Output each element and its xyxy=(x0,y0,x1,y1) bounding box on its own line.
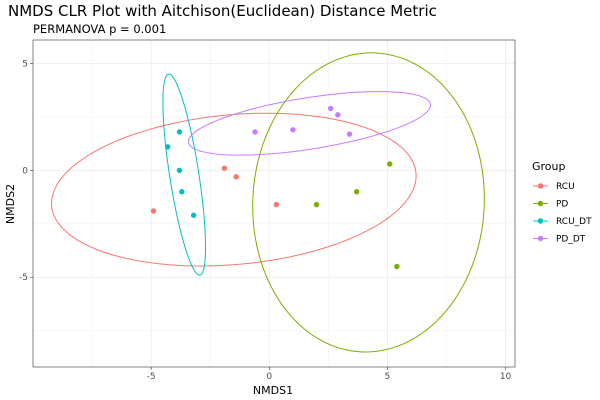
point-rcu xyxy=(233,174,239,180)
legend-title: Group xyxy=(532,160,566,173)
point-pd-dt xyxy=(328,105,334,112)
chart-title: NMDS CLR Plot with Aitchison(Euclidean) … xyxy=(8,2,437,20)
x-tick-label: -5 xyxy=(147,372,156,382)
chart-subtitle: PERMANOVA p = 0.001 xyxy=(33,22,166,36)
x-axis-ticks: -5 0 5 10 xyxy=(147,367,512,382)
point-rcu-dt xyxy=(176,167,183,174)
x-tick-label: 0 xyxy=(266,372,272,382)
point-pd xyxy=(313,201,320,208)
data-points xyxy=(150,105,400,270)
legend-label-rcu: RCU xyxy=(556,182,575,192)
plot-panel-border xyxy=(32,39,516,368)
point-rcu xyxy=(273,201,280,208)
point-pd-dt xyxy=(346,131,353,137)
x-tick-label: 10 xyxy=(500,372,512,382)
legend-label-rcu-dt: RCU_DT xyxy=(556,217,592,227)
legend-label-pd: PD xyxy=(556,200,568,210)
point-pd-dt xyxy=(335,112,341,118)
legend-key-point-pd-dt xyxy=(537,235,544,242)
ellipse-pd xyxy=(252,52,485,353)
legend: Group RCU PD RCU_DT PD_DT xyxy=(532,160,592,245)
point-pd xyxy=(353,189,360,195)
x-tick-label: 5 xyxy=(385,372,391,382)
point-rcu-dt xyxy=(176,129,183,135)
plot-panel xyxy=(32,39,516,368)
point-pd xyxy=(387,161,393,167)
point-pd-dt xyxy=(290,127,296,133)
point-rcu-dt xyxy=(179,189,185,195)
point-rcu xyxy=(150,208,157,214)
point-pd xyxy=(394,263,400,270)
legend-key-point-pd xyxy=(537,200,544,207)
legend-key-point-rcu-dt xyxy=(537,218,544,224)
point-rcu xyxy=(221,165,228,171)
ellipse-rcu xyxy=(51,112,417,267)
point-rcu-dt xyxy=(190,212,197,218)
x-axis-title: NMDS1 xyxy=(253,384,293,397)
confidence-ellipses xyxy=(51,52,485,353)
y-axis-ticks: -5 0 5 xyxy=(19,60,33,283)
y-tick-label: 0 xyxy=(22,166,28,176)
legend-key-point-rcu xyxy=(537,183,544,189)
point-pd-dt xyxy=(252,129,258,135)
legend-items: RCU PD RCU_DT PD_DT xyxy=(533,182,592,245)
ellipse-rcu-dt xyxy=(162,73,207,276)
y-axis-title: NMDS2 xyxy=(4,184,17,224)
y-tick-label: -5 xyxy=(19,273,28,283)
y-tick-label: 5 xyxy=(22,60,28,70)
point-rcu-dt xyxy=(164,144,171,150)
ellipse-pd-dt xyxy=(187,91,432,156)
legend-label-pd-dt: PD_DT xyxy=(556,235,586,245)
